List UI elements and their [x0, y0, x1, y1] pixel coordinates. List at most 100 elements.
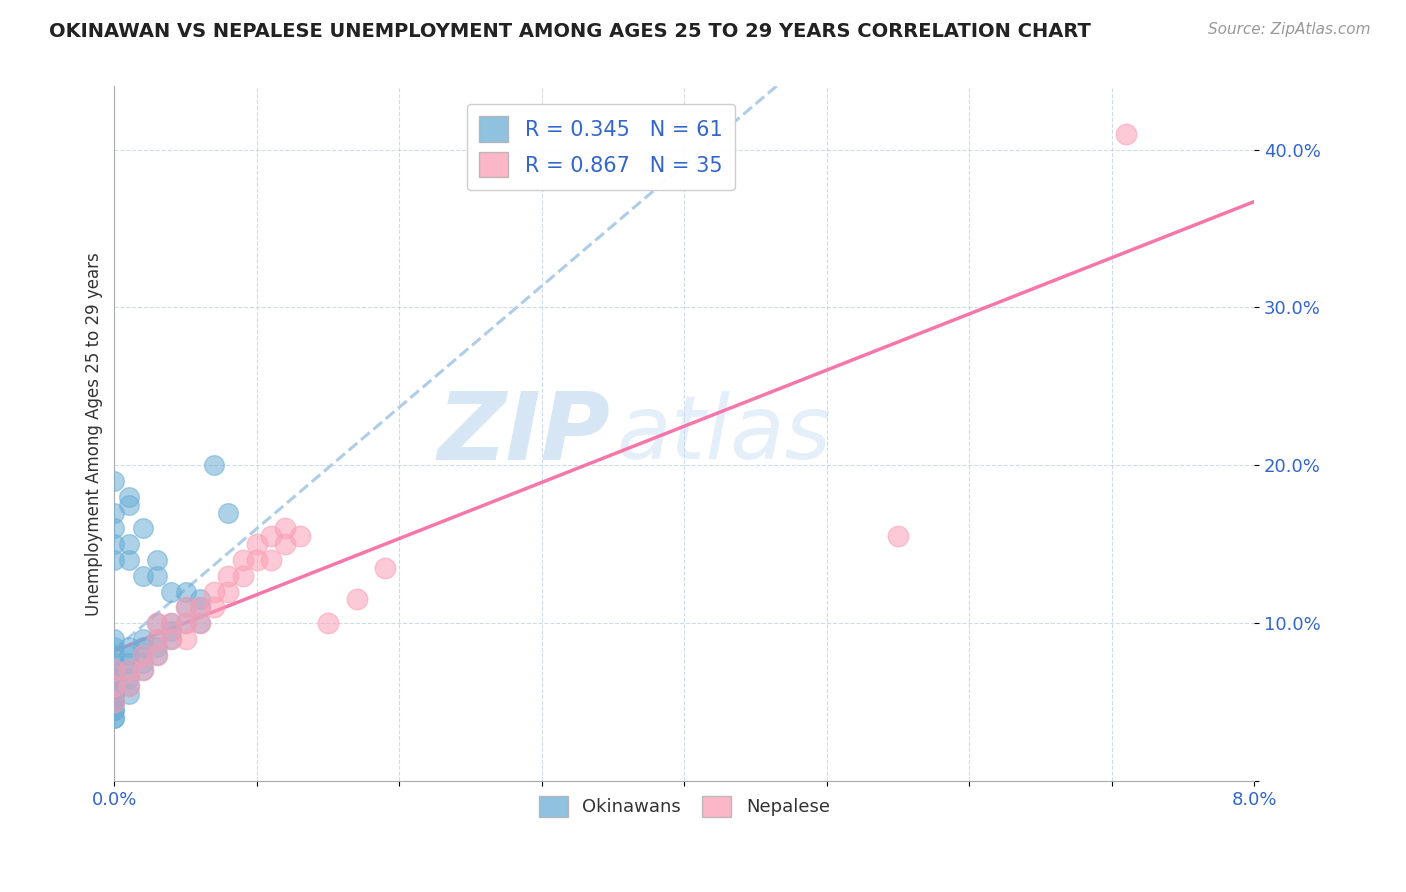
- Point: [103, 474, 125, 488]
- Point: [274, 537, 297, 551]
- Point: [160, 584, 183, 599]
- Point: [188, 592, 211, 607]
- Point: [103, 679, 125, 693]
- Point: [103, 640, 125, 654]
- Point: [174, 632, 197, 646]
- Point: [217, 506, 239, 520]
- Point: [217, 584, 239, 599]
- Point: [316, 616, 339, 631]
- Point: [118, 664, 141, 678]
- Point: [103, 711, 125, 725]
- Point: [160, 616, 183, 631]
- Point: [146, 648, 169, 662]
- Y-axis label: Unemployment Among Ages 25 to 29 years: Unemployment Among Ages 25 to 29 years: [86, 252, 103, 615]
- Point: [1115, 127, 1137, 141]
- Point: [103, 664, 125, 678]
- Point: [232, 553, 254, 567]
- Point: [260, 529, 283, 543]
- Point: [174, 584, 197, 599]
- Point: [103, 695, 125, 709]
- Point: [132, 568, 155, 582]
- Point: [103, 703, 125, 717]
- Point: [118, 687, 141, 701]
- Point: [188, 600, 211, 615]
- Point: [132, 648, 155, 662]
- Point: [146, 640, 169, 654]
- Point: [103, 656, 125, 670]
- Point: [374, 561, 396, 575]
- Point: [132, 632, 155, 646]
- Point: [118, 490, 141, 504]
- Point: [118, 664, 141, 678]
- Point: [103, 703, 125, 717]
- Point: [202, 584, 225, 599]
- Point: [146, 632, 169, 646]
- Point: [887, 529, 910, 543]
- Point: [146, 616, 169, 631]
- Point: [103, 672, 125, 686]
- Point: [132, 648, 155, 662]
- Point: [132, 664, 155, 678]
- Point: [103, 679, 125, 693]
- Legend: Okinawans, Nepalese: Okinawans, Nepalese: [531, 789, 837, 824]
- Point: [346, 592, 368, 607]
- Point: [103, 695, 125, 709]
- Point: [103, 553, 125, 567]
- Point: [103, 648, 125, 662]
- Point: [132, 640, 155, 654]
- Point: [174, 600, 197, 615]
- Point: [174, 616, 197, 631]
- Point: [160, 632, 183, 646]
- Point: [103, 632, 125, 646]
- Point: [188, 616, 211, 631]
- Point: [103, 521, 125, 535]
- Point: [232, 568, 254, 582]
- Point: [202, 600, 225, 615]
- Point: [118, 648, 141, 662]
- Point: [274, 521, 297, 535]
- Text: OKINAWAN VS NEPALESE UNEMPLOYMENT AMONG AGES 25 TO 29 YEARS CORRELATION CHART: OKINAWAN VS NEPALESE UNEMPLOYMENT AMONG …: [49, 22, 1091, 41]
- Point: [132, 521, 155, 535]
- Point: [118, 672, 141, 686]
- Point: [188, 616, 211, 631]
- Point: [160, 624, 183, 638]
- Point: [118, 679, 141, 693]
- Point: [118, 498, 141, 512]
- Point: [160, 632, 183, 646]
- Point: [246, 537, 269, 551]
- Point: [217, 568, 239, 582]
- Text: ZIP: ZIP: [437, 388, 610, 480]
- Point: [103, 695, 125, 709]
- Text: Source: ZipAtlas.com: Source: ZipAtlas.com: [1208, 22, 1371, 37]
- Point: [288, 529, 311, 543]
- Point: [202, 458, 225, 473]
- Point: [132, 664, 155, 678]
- Point: [103, 687, 125, 701]
- Point: [103, 506, 125, 520]
- Point: [103, 687, 125, 701]
- Point: [146, 632, 169, 646]
- Point: [160, 616, 183, 631]
- Point: [188, 600, 211, 615]
- Point: [246, 553, 269, 567]
- Point: [260, 553, 283, 567]
- Point: [146, 648, 169, 662]
- Point: [118, 640, 141, 654]
- Point: [103, 679, 125, 693]
- Point: [174, 616, 197, 631]
- Point: [118, 656, 141, 670]
- Point: [146, 553, 169, 567]
- Point: [146, 568, 169, 582]
- Point: [103, 537, 125, 551]
- Text: atlas: atlas: [616, 391, 831, 476]
- Point: [132, 656, 155, 670]
- Point: [146, 616, 169, 631]
- Point: [103, 695, 125, 709]
- Point: [103, 695, 125, 709]
- Point: [103, 664, 125, 678]
- Point: [103, 711, 125, 725]
- Point: [103, 672, 125, 686]
- Point: [174, 600, 197, 615]
- Point: [103, 664, 125, 678]
- Point: [118, 537, 141, 551]
